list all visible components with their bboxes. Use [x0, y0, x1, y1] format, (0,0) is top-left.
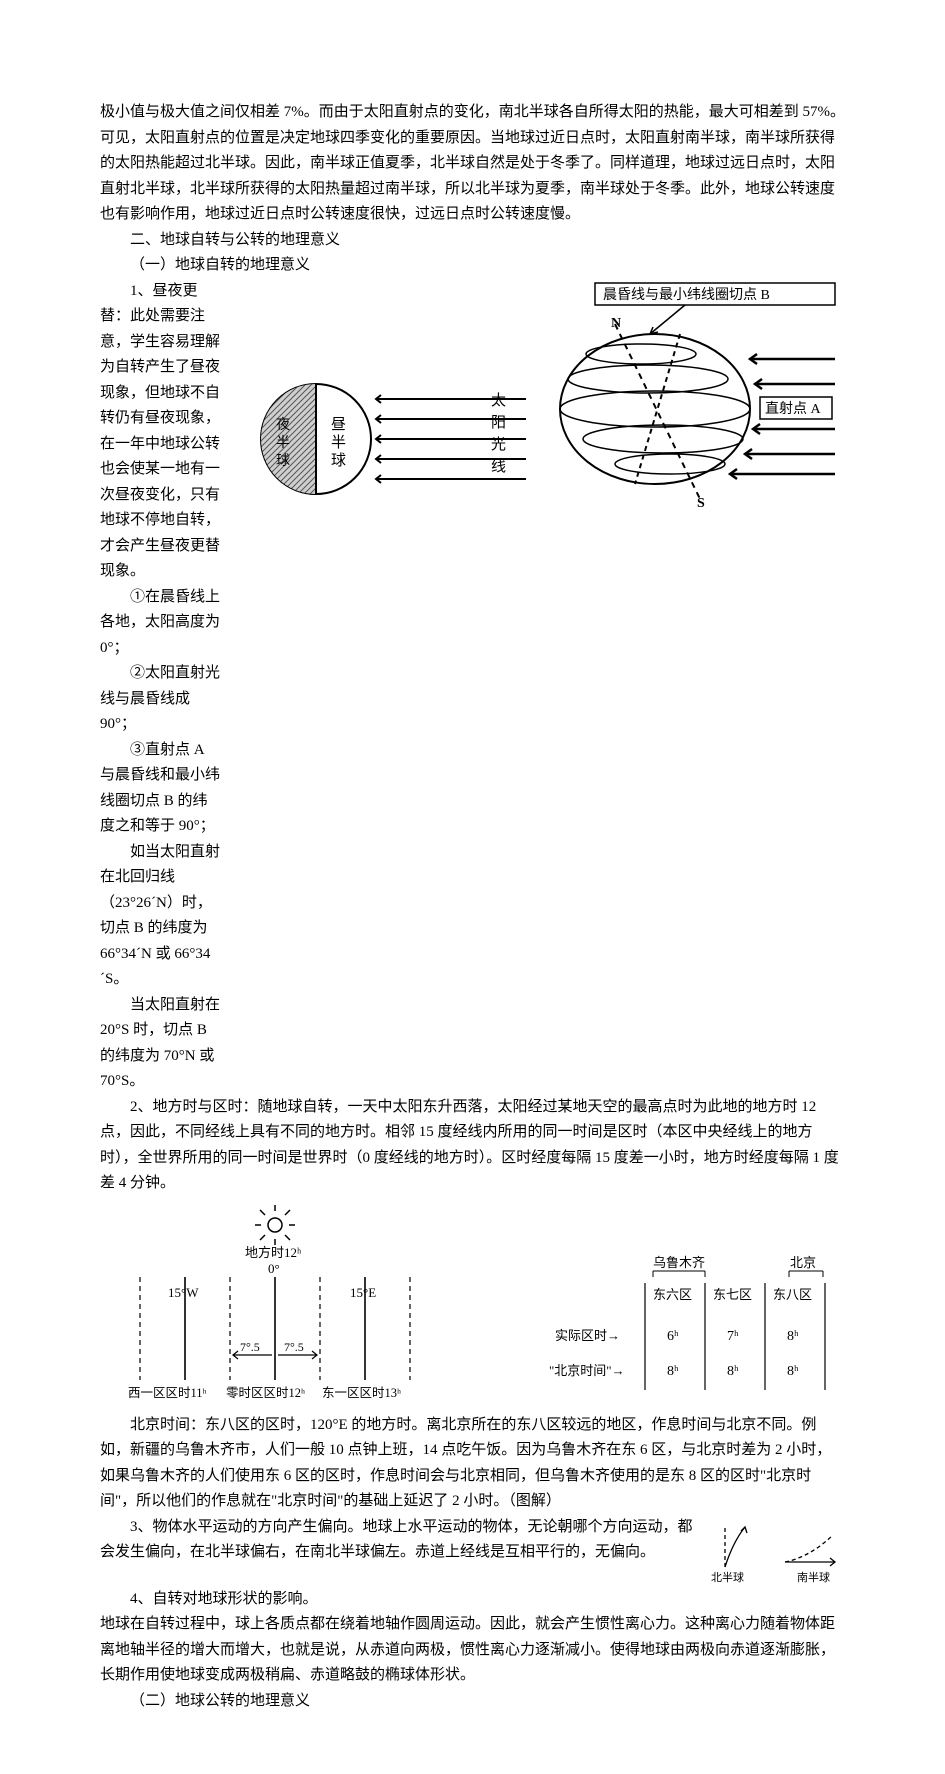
- city-beijing: 北京: [790, 1255, 816, 1270]
- zone-label-w1: 西一区区时11ʰ: [128, 1386, 207, 1400]
- r1c1: 6ʰ: [667, 1329, 679, 1344]
- tilted-globe-diagram: 晨昏线与最小纬线圈切点 B N S: [535, 279, 845, 509]
- sun-label4: 线: [491, 458, 506, 475]
- document-page: 极小值与极大值之间仅相差 7%。而由于太阳直射点的变化，南北半球各自所得太阳的热…: [0, 0, 945, 1774]
- r2c2: 8ʰ: [727, 1364, 739, 1379]
- r2c3: 8ʰ: [787, 1364, 799, 1379]
- subsection-heading-1: （一）地球自转的地理意义: [100, 253, 845, 279]
- timezone-diagram: 地方时12ʰ 0° 15°W 15°E: [100, 1205, 460, 1405]
- terminator-diagram: 夜 半 球 昼 半 球 太 阳 光 线: [231, 369, 531, 509]
- sec4-p1: 地球在自转过程中，球上各质点都在绕着地轴作圆周运动。因此，就会产生惯性离心力。这…: [100, 1612, 845, 1689]
- night-label3: 球: [276, 453, 290, 469]
- day-label2: 半: [331, 434, 346, 451]
- zone-label-0: 零时区区时12ʰ: [226, 1386, 305, 1400]
- row1-label: 实际区时→: [555, 1328, 620, 1343]
- zero-deg-label: 0°: [268, 1261, 280, 1276]
- r2c1: 8ʰ: [667, 1364, 679, 1379]
- day-label: 昼: [331, 417, 346, 433]
- night-label: 夜: [276, 417, 290, 433]
- r1c2: 7ʰ: [727, 1329, 739, 1344]
- direct-point-label: 直射点 A: [765, 400, 821, 417]
- banner-text: 晨昏线与最小纬线圈切点 B: [603, 287, 770, 303]
- section1-row: 1、昼夜更替：此处需要注意，学生容易理解为自转产生了昼夜现象，但地球不自转仍有昼…: [100, 279, 845, 1095]
- north-label: N: [611, 316, 621, 331]
- sh-label: 南半球: [797, 1570, 830, 1584]
- half-right: 7°.5: [284, 1340, 304, 1354]
- zone-label-e1: 东一区区时13ʰ: [322, 1386, 401, 1400]
- sec1-li2: ②太阳直射光线与晨昏线成 90°；: [100, 661, 221, 738]
- day-label3: 球: [331, 452, 346, 469]
- sec2b-p1: 北京时间：东八区的区时，120°E 的地方时。离北京所在的东八区较远的地区，作息…: [100, 1413, 845, 1515]
- sec4-title: 4、自转对地球形状的影响。: [100, 1587, 845, 1613]
- city-urumqi: 乌鲁木齐: [653, 1255, 705, 1270]
- row2-label: "北京时间"→: [549, 1363, 625, 1378]
- sun-label1: 太: [491, 392, 506, 409]
- sec1-li1: ①在晨昏线上各地，太阳高度为 0°；: [100, 585, 221, 662]
- sun-label3: 光: [491, 436, 506, 453]
- sun-label2: 阳: [491, 414, 506, 431]
- sec2-p1: 2、地方时与区时：随地球自转，一天中太阳东升西落，太阳经过某地天空的最高点时为此…: [100, 1095, 845, 1197]
- r1c3: 8ʰ: [787, 1329, 799, 1344]
- south-label: S: [697, 496, 705, 509]
- terminator-and-globe-figures: 夜 半 球 昼 半 球 太 阳 光 线 晨昏线与最小纬线圈切点 B: [231, 279, 845, 509]
- lon-15w: 15°W: [168, 1285, 199, 1300]
- tz-table-diagram: 乌鲁木齐 北京 东六区 东七区 东八区 实际区时: [545, 1245, 845, 1405]
- col-e6: 东六区: [653, 1287, 692, 1302]
- night-label2: 半: [276, 435, 290, 451]
- nh-label: 北半球: [711, 1570, 744, 1584]
- section-heading-2: 二、地球自转与公转的地理意义: [100, 228, 845, 254]
- intro-paragraph: 极小值与极大值之间仅相差 7%。而由于太阳直射点的变化，南北半球各自所得太阳的热…: [100, 100, 845, 228]
- lon-15e: 15°E: [350, 1285, 376, 1300]
- midfigs-row: 地方时12ʰ 0° 15°W 15°E: [100, 1205, 845, 1405]
- col-e8: 东八区: [773, 1287, 812, 1302]
- section1-text: 1、昼夜更替：此处需要注意，学生容易理解为自转产生了昼夜现象，但地球不自转仍有昼…: [100, 279, 221, 1095]
- local-time-label: 地方时12ʰ: [245, 1245, 301, 1260]
- col-e7: 东七区: [713, 1287, 752, 1302]
- subsection-heading-2: （二）地球公转的地理意义: [100, 1689, 845, 1715]
- deflection-figure: 北半球 南半球: [705, 1517, 845, 1587]
- sec1-li5: 当太阳直射在 20°S 时，切点 B 的纬度为 70°N 或 70°S。: [100, 993, 221, 1095]
- sec1-li4: 如当太阳直射在北回归线（23°26´N）时，切点 B 的纬度为 66°34´N …: [100, 840, 221, 993]
- sec1-li3: ③直射点 A 与晨昏线和最小纬线圈切点 B 的纬度之和等于 90°；: [100, 738, 221, 840]
- sec1-p1: 1、昼夜更替：此处需要注意，学生容易理解为自转产生了昼夜现象，但地球不自转仍有昼…: [100, 279, 221, 585]
- half-left: 7°.5: [240, 1340, 260, 1354]
